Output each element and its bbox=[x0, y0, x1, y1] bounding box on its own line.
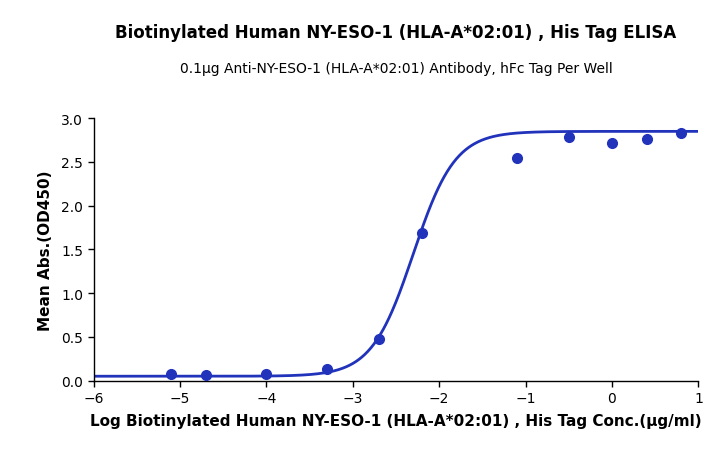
Point bbox=[261, 370, 272, 377]
Point bbox=[675, 130, 687, 138]
Point bbox=[200, 372, 212, 379]
Point bbox=[416, 229, 428, 237]
Point bbox=[321, 366, 333, 373]
X-axis label: Log Biotinylated Human NY-ESO-1 (HLA-A*02:01) , His Tag Conc.(μg/ml): Log Biotinylated Human NY-ESO-1 (HLA-A*0… bbox=[90, 414, 702, 428]
Text: 0.1μg Anti-NY-ESO-1 (HLA-A*02:01) Antibody, hFc Tag Per Well: 0.1μg Anti-NY-ESO-1 (HLA-A*02:01) Antibo… bbox=[179, 62, 613, 76]
Y-axis label: Mean Abs.(OD450): Mean Abs.(OD450) bbox=[38, 170, 53, 330]
Point bbox=[563, 134, 575, 142]
Point bbox=[373, 336, 384, 344]
Point bbox=[166, 371, 177, 378]
Point bbox=[511, 155, 523, 162]
Text: Biotinylated Human NY-ESO-1 (HLA-A*02:01) , His Tag ELISA: Biotinylated Human NY-ESO-1 (HLA-A*02:01… bbox=[115, 24, 677, 42]
Point bbox=[606, 139, 618, 147]
Point bbox=[641, 136, 652, 144]
